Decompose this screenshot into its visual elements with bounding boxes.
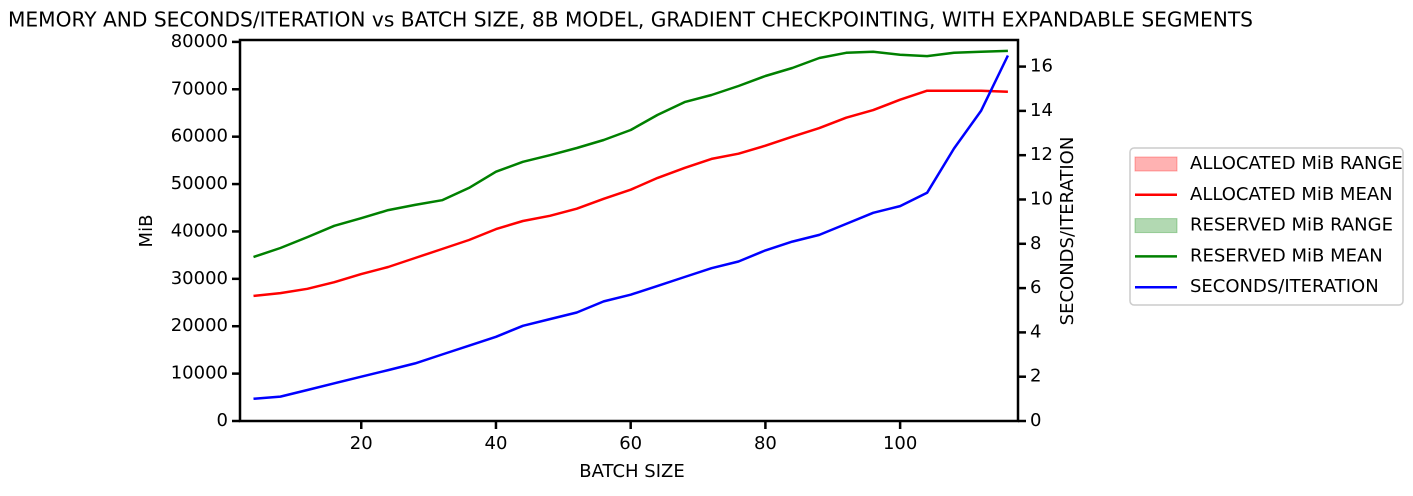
chart-title: MEMORY AND SECONDS/ITERATION vs BATCH SI… [8,8,1253,32]
y2-axis-label: SECONDS/ITERATION [1057,137,1078,326]
legend-swatch [1134,218,1178,234]
y-tick-label: 60000 [171,126,228,147]
y-tick-label: 70000 [171,78,228,99]
y2-tick-label: 10 [1030,188,1053,209]
x-tick-label: 100 [883,433,917,454]
y-tick-label: 50000 [171,173,228,194]
y-tick-label: 80000 [171,31,228,52]
legend-box [1129,147,1404,306]
legend-label: ALLOCATED MiB MEAN [1190,184,1393,205]
y2-tick-label: 12 [1030,144,1053,165]
x-tick-label: 20 [350,433,373,454]
series-line [253,49,1008,259]
y2-tick-label: 0 [1030,410,1041,431]
y-tick-label: 0 [217,410,228,431]
y2-tick-label: 4 [1030,321,1041,342]
y2-tick-label: 14 [1030,100,1053,121]
legend-swatch [1134,156,1178,172]
y-tick-label: 30000 [171,268,228,289]
y2-tick-label: 2 [1030,366,1041,387]
legend-label: RESERVED MiB RANGE [1190,215,1393,236]
legend-label: SECONDS/ITERATION [1190,276,1379,297]
y2-tick-label: 6 [1030,277,1041,298]
y-axis-label: MiB [136,215,157,248]
y-tick-label: 40000 [171,220,228,241]
x-tick-label: 40 [485,433,508,454]
legend-label: RESERVED MiB MEAN [1190,245,1383,266]
plot-frame [238,38,1020,423]
y2-tick-label: 8 [1030,233,1041,254]
y-tick-label: 20000 [171,315,228,336]
y-tick-label: 10000 [171,363,228,384]
x-tick-label: 80 [754,433,777,454]
legend-label: ALLOCATED MiB RANGE [1190,153,1403,174]
y2-tick-label: 16 [1030,56,1053,77]
x-tick-label: 60 [619,433,642,454]
series-line [253,54,1010,401]
x-axis-label: BATCH SIZE [579,461,684,482]
series-line [253,89,1008,298]
